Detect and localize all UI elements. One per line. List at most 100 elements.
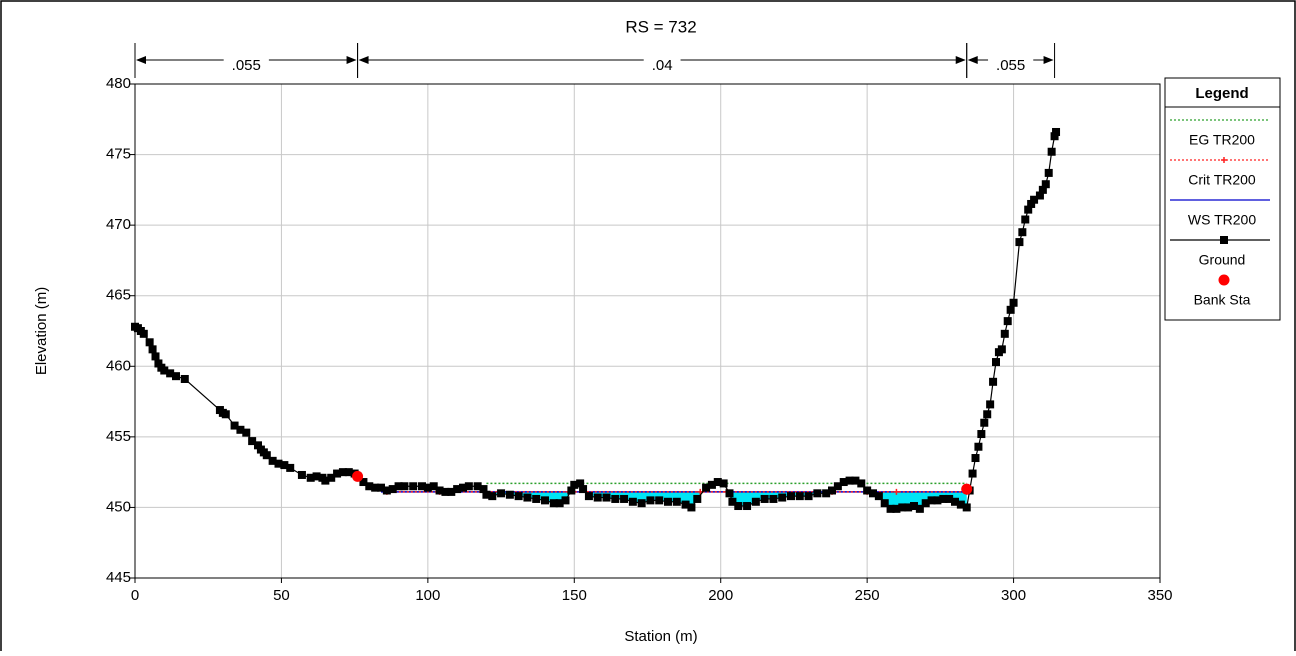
ground-point bbox=[664, 497, 672, 506]
ground-point bbox=[702, 483, 711, 492]
ground-point bbox=[505, 490, 514, 499]
ground-point bbox=[148, 345, 157, 354]
ground-point bbox=[655, 496, 664, 505]
ground-point bbox=[230, 421, 239, 430]
arrow-head bbox=[1043, 56, 1054, 64]
ground-point bbox=[1000, 329, 1009, 338]
legend-symbol bbox=[1218, 274, 1230, 286]
ground-point bbox=[760, 494, 769, 503]
ground-point bbox=[429, 482, 438, 491]
ground-point bbox=[1041, 180, 1050, 189]
arrow-head bbox=[358, 56, 369, 64]
ground-point bbox=[743, 502, 752, 511]
mannings-n-label: .055 bbox=[232, 57, 261, 74]
ground-point bbox=[1006, 305, 1015, 314]
ground-point bbox=[637, 499, 646, 508]
ground-point bbox=[845, 476, 854, 485]
ground-point bbox=[377, 483, 385, 492]
y-tick-label: 445 bbox=[106, 569, 131, 586]
x-axis-label: Station (m) bbox=[624, 628, 697, 645]
ground-point bbox=[939, 494, 948, 503]
ground-point bbox=[1047, 147, 1056, 156]
bank-station bbox=[961, 483, 973, 495]
ground-point bbox=[584, 492, 593, 501]
ground-point bbox=[728, 497, 737, 506]
water-fill bbox=[445, 491, 967, 509]
ground-point bbox=[567, 486, 576, 495]
ground-point bbox=[394, 482, 403, 491]
y-tick-label: 450 bbox=[106, 498, 131, 515]
ground-point bbox=[956, 500, 965, 509]
ground-point bbox=[388, 485, 397, 494]
chart-title: RS = 732 bbox=[625, 17, 696, 36]
ground-point bbox=[248, 437, 257, 446]
ground-point bbox=[769, 494, 778, 503]
ground-point bbox=[977, 430, 986, 439]
ground-point bbox=[1038, 185, 1047, 194]
x-tick-label: 200 bbox=[708, 587, 733, 604]
ground-point bbox=[464, 482, 473, 491]
ground-point bbox=[1009, 298, 1018, 307]
ground-point bbox=[593, 493, 602, 502]
y-tick-label: 475 bbox=[106, 146, 131, 163]
ground-point bbox=[1044, 168, 1053, 177]
ground-point bbox=[479, 485, 488, 494]
ground-point bbox=[886, 504, 895, 513]
ground-point bbox=[1050, 132, 1059, 141]
legend-label: WS TR200 bbox=[1188, 212, 1256, 228]
legend-label: Crit TR200 bbox=[1188, 172, 1256, 188]
ground-point bbox=[242, 428, 251, 437]
ground-point bbox=[968, 469, 977, 478]
ground-point bbox=[945, 494, 954, 503]
ground-point bbox=[1052, 127, 1061, 136]
ground-point bbox=[541, 496, 549, 505]
ground-point bbox=[453, 485, 462, 494]
ground-point bbox=[962, 503, 971, 512]
ground-point bbox=[254, 441, 262, 450]
ground-point bbox=[719, 479, 728, 488]
x-tick-label: 100 bbox=[415, 587, 440, 604]
ground-point bbox=[1018, 228, 1027, 237]
ground-point bbox=[151, 352, 160, 361]
x-tick-label: 350 bbox=[1147, 587, 1172, 604]
ground-point bbox=[828, 486, 836, 495]
ground-point bbox=[851, 476, 860, 485]
ground-point bbox=[992, 358, 1000, 367]
ground-point bbox=[274, 459, 283, 468]
ground-point bbox=[497, 489, 506, 498]
ground-point bbox=[473, 482, 482, 491]
ground-point bbox=[555, 499, 564, 508]
ground-point bbox=[980, 418, 989, 427]
ground-point bbox=[898, 503, 907, 512]
ground-point bbox=[549, 499, 558, 508]
legend-label: EG TR200 bbox=[1189, 132, 1255, 148]
ground-point bbox=[951, 497, 959, 506]
ground-point bbox=[628, 497, 637, 506]
ground-point bbox=[1030, 195, 1039, 204]
ground-point bbox=[286, 463, 295, 472]
ground-point bbox=[1015, 238, 1024, 247]
ground-point bbox=[570, 480, 579, 489]
ground-point bbox=[312, 472, 321, 481]
arrow-head bbox=[967, 56, 978, 64]
bank-station bbox=[352, 470, 364, 482]
ground-point bbox=[787, 492, 795, 501]
legend-label: Ground bbox=[1199, 252, 1246, 268]
ground-point bbox=[910, 502, 918, 511]
ground-point bbox=[154, 359, 163, 368]
ground-point bbox=[139, 329, 148, 338]
ground-point bbox=[869, 489, 877, 498]
ground-point bbox=[927, 496, 936, 505]
x-tick-label: 150 bbox=[562, 587, 587, 604]
ground-point bbox=[579, 485, 588, 494]
ground-point bbox=[687, 503, 696, 512]
ground-point bbox=[915, 504, 924, 513]
ground-point bbox=[921, 499, 930, 508]
ground-point bbox=[611, 494, 620, 503]
mannings-n-label: .055 bbox=[996, 57, 1025, 74]
ground-point bbox=[441, 487, 450, 496]
ground-point bbox=[986, 400, 995, 409]
ground-point bbox=[874, 492, 883, 501]
ground-point bbox=[371, 483, 380, 492]
